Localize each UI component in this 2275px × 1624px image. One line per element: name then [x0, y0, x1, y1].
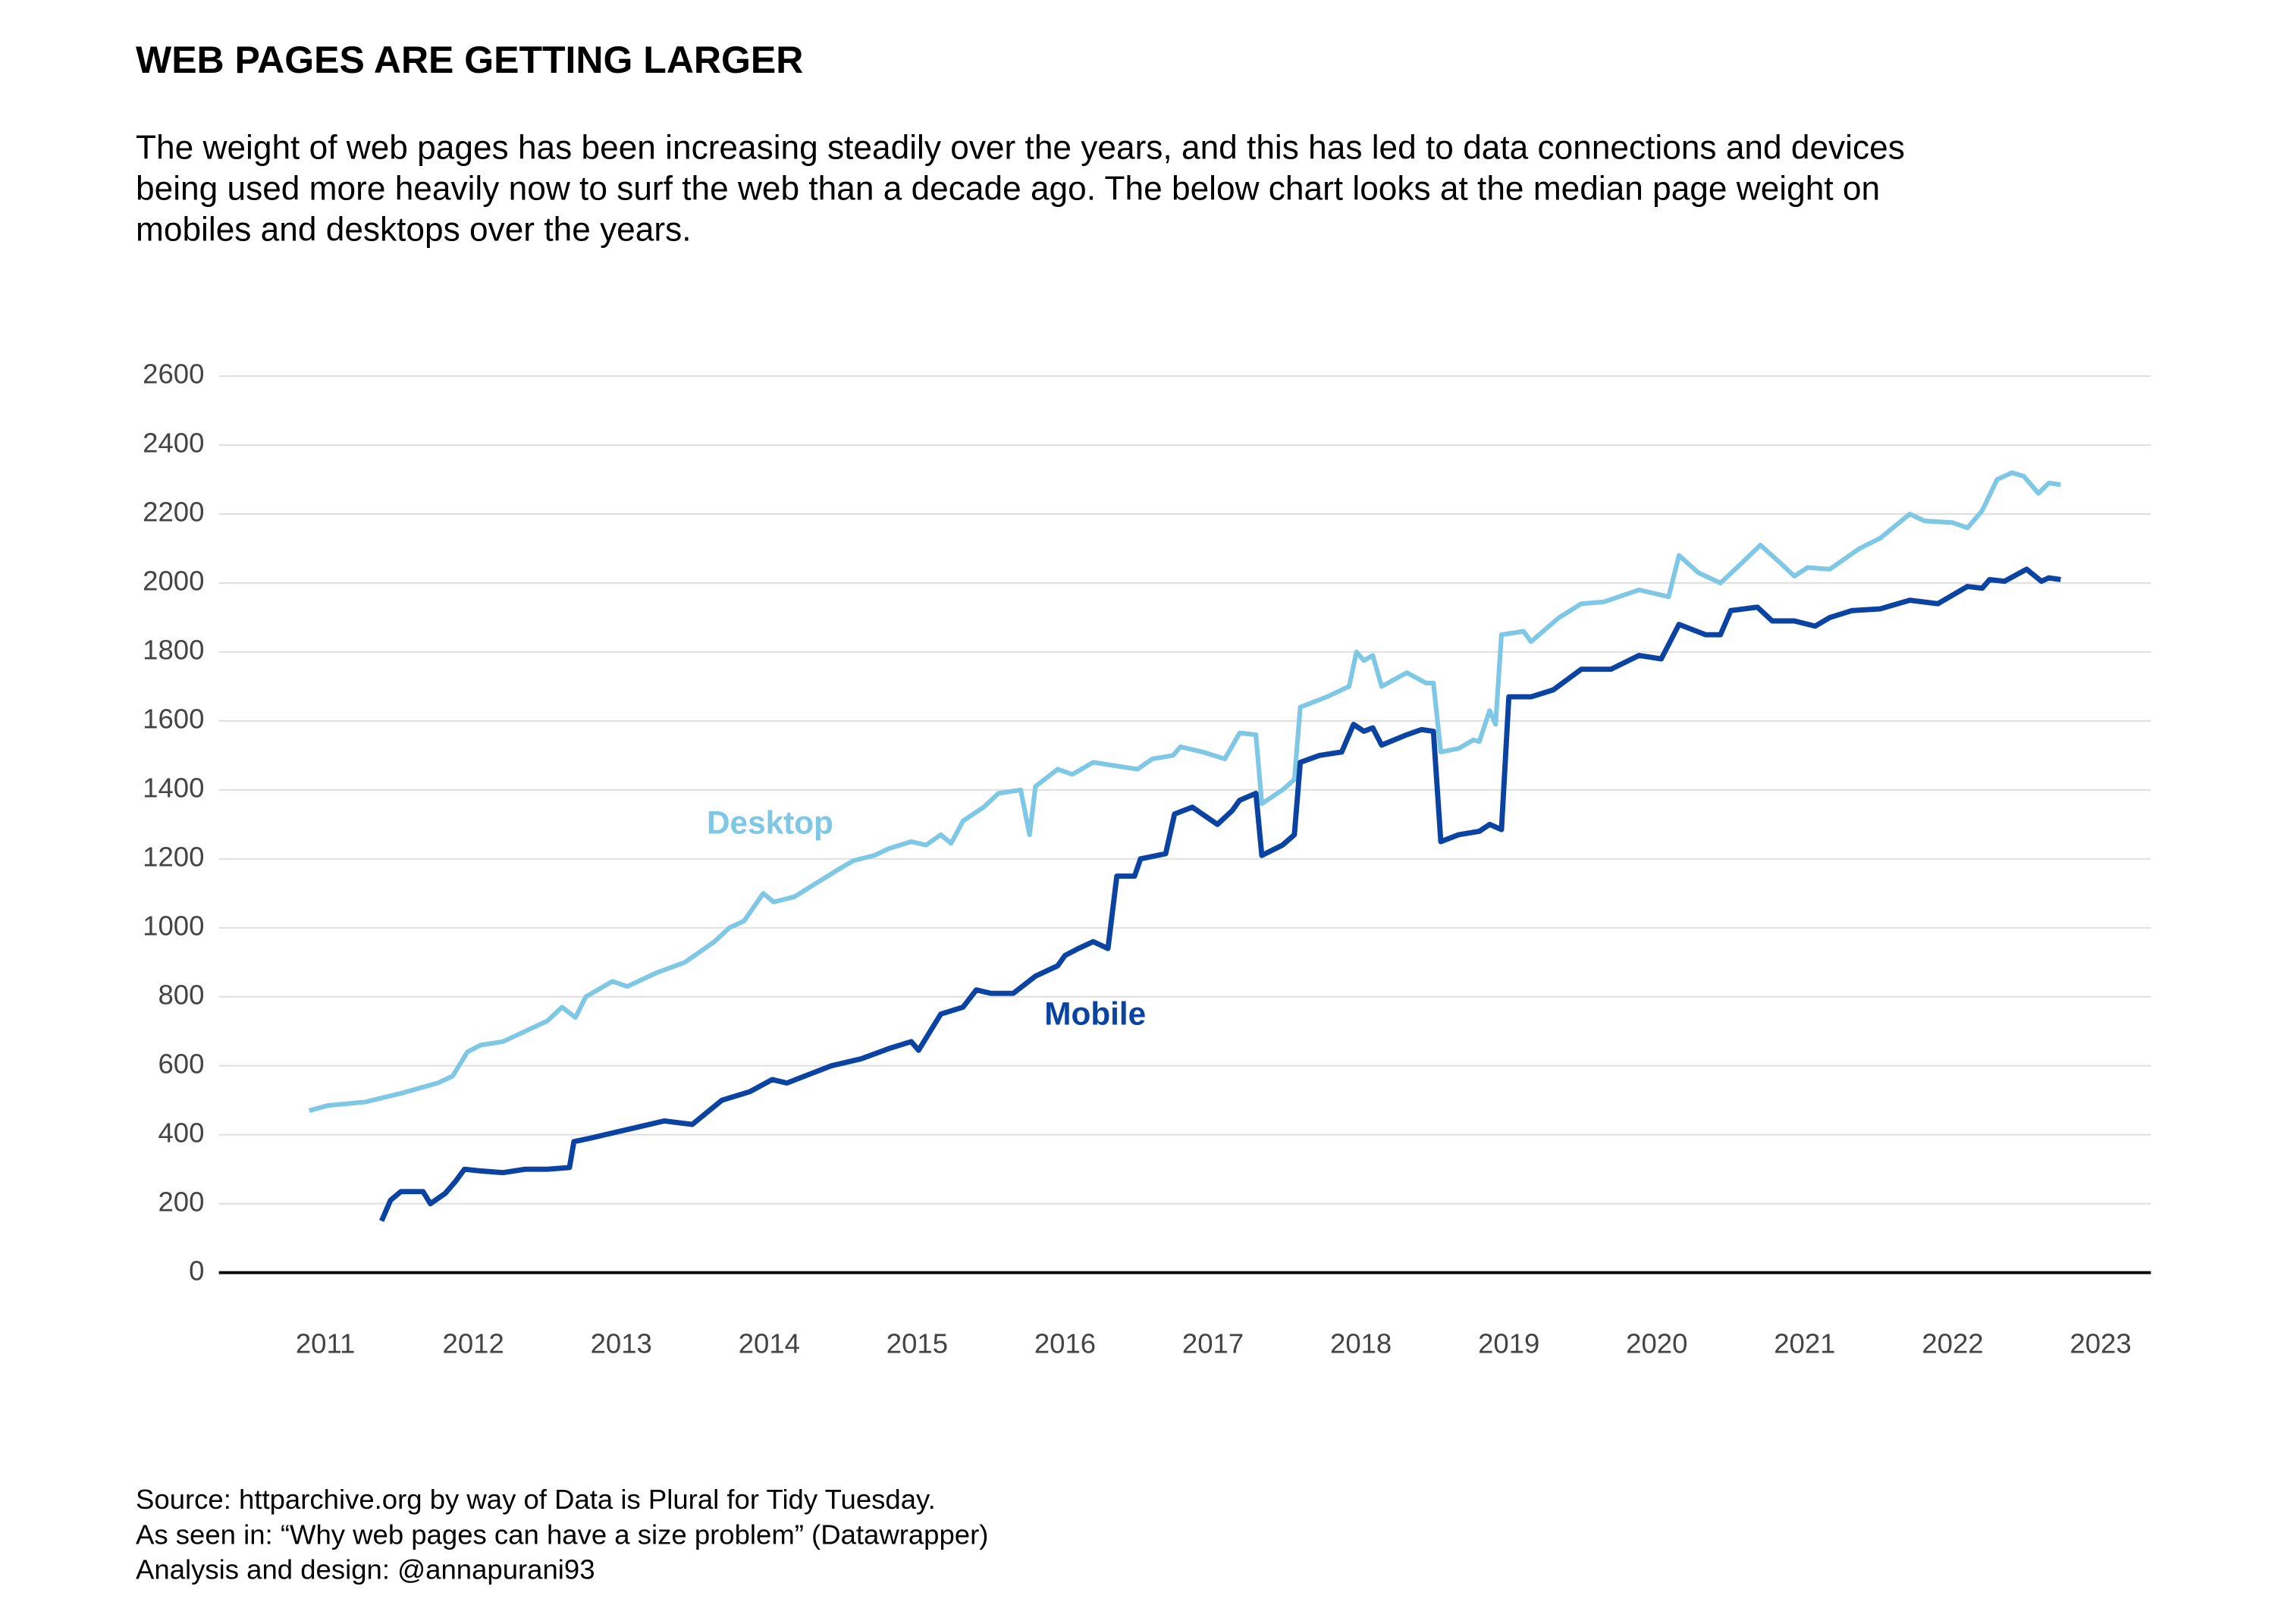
caption-line: As seen in: “Why web pages can have a si…	[136, 1519, 988, 1550]
x-tick-label: 2020	[1626, 1328, 1687, 1359]
x-tick-label: 2017	[1182, 1328, 1244, 1359]
x-tick-label: 2014	[739, 1328, 800, 1359]
y-tick-label: 2600	[143, 359, 204, 390]
x-tick-label: 2011	[296, 1328, 356, 1359]
x-tick-label: 2019	[1478, 1328, 1539, 1359]
x-tick-label: 2012	[443, 1328, 504, 1359]
subtitle-line: The weight of web pages has been increas…	[136, 130, 1905, 167]
y-tick-label: 2000	[143, 566, 204, 597]
y-tick-label: 1000	[143, 910, 204, 941]
y-tick-label: 1200	[143, 841, 204, 872]
series-line	[379, 566, 2061, 1222]
y-tick-label: 1800	[143, 635, 204, 666]
subtitle-line: being used more heavily now to surf the …	[136, 171, 1880, 208]
y-tick-label: 800	[158, 979, 204, 1010]
chart-title: WEB PAGES ARE GETTING LARGER	[136, 39, 803, 81]
series-line	[308, 470, 2061, 1113]
x-tick-label: 2021	[1774, 1328, 1835, 1359]
y-tick-label: 600	[158, 1048, 204, 1079]
y-tick-label: 0	[189, 1255, 204, 1286]
series-label: Mobile	[1044, 995, 1146, 1031]
x-tick-label: 2018	[1330, 1328, 1392, 1359]
caption-line: Source: httparchive.org by way of Data i…	[136, 1484, 936, 1515]
y-tick-label: 2200	[143, 497, 204, 528]
x-tick-label: 2013	[591, 1328, 652, 1359]
x-tick-label: 2023	[2069, 1328, 2131, 1359]
y-tick-label: 1600	[143, 704, 204, 735]
y-tick-label: 400	[158, 1117, 204, 1148]
y-tick-label: 1400	[143, 773, 204, 804]
caption-line: Analysis and design: @annapurani93	[136, 1553, 595, 1585]
x-tick-label: 2022	[1922, 1328, 1983, 1359]
x-tick-label: 2016	[1034, 1328, 1096, 1359]
series-label: Desktop	[707, 804, 833, 840]
subtitle-line: mobiles and desktops over the years.	[136, 211, 691, 248]
y-tick-label: 2400	[143, 428, 204, 459]
y-tick-label: 200	[158, 1186, 204, 1217]
x-tick-label: 2015	[886, 1328, 948, 1359]
